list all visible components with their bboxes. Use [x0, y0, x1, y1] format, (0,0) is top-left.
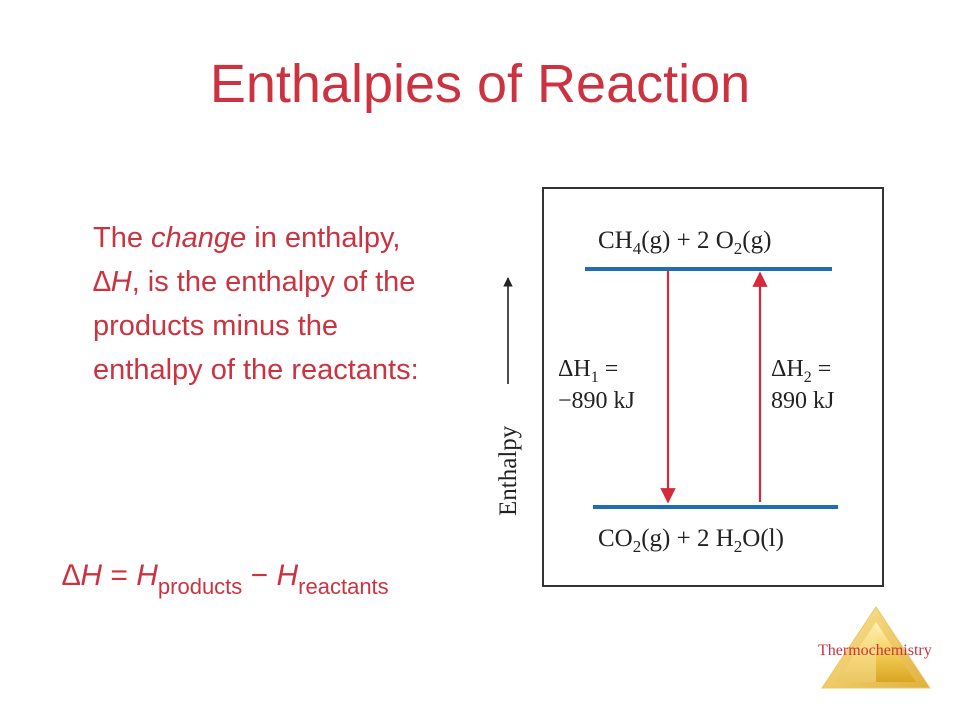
diagram-frame	[542, 187, 884, 587]
thermochemistry-triangle-logo	[821, 606, 931, 689]
delta-h2-value: 890 kJ	[771, 388, 834, 414]
para-text-3: , is the enthalpy of the products minus …	[93, 266, 419, 386]
delta-h1-value: −890 kJ	[558, 388, 635, 414]
eq-h-products: H	[136, 559, 158, 592]
enthalpy-diagram: Enthalpy CH4(g) + 2 O2(g) ΔH1 = −890 kJ …	[495, 187, 884, 587]
thermochemistry-label: Thermochemistry	[818, 642, 932, 659]
bottom-state-label: CO2(g) + 2 H2O(l)	[598, 525, 784, 556]
eq-equals: =	[102, 559, 137, 592]
para-text-1: The	[93, 222, 152, 254]
eq-delta-h: ∆H	[62, 559, 103, 592]
slide-title: Enthalpies of Reaction	[209, 54, 751, 114]
delta-h1-label: ΔH1 =	[558, 356, 618, 386]
eq-h-reactants: H	[276, 559, 299, 592]
para-emphasis-change: change	[151, 222, 247, 254]
para-text-2: in enthalpy,	[246, 222, 401, 254]
para-emphasis-delta-h: ∆H	[93, 266, 132, 298]
top-state-label: CH4(g) + 2 O2(g)	[598, 227, 771, 258]
enthalpy-axis-label: Enthalpy	[495, 425, 522, 516]
eq-sub-products: products	[157, 574, 243, 599]
delta-h2-label: ΔH2 =	[771, 356, 831, 386]
enthalpy-equation: ∆H = Hproducts − Hreactants	[62, 556, 389, 599]
definition-paragraph: The change in enthalpy, ∆H, is the entha…	[93, 216, 443, 392]
eq-minus: −	[242, 559, 277, 592]
eq-sub-reactants: reactants	[298, 574, 389, 599]
